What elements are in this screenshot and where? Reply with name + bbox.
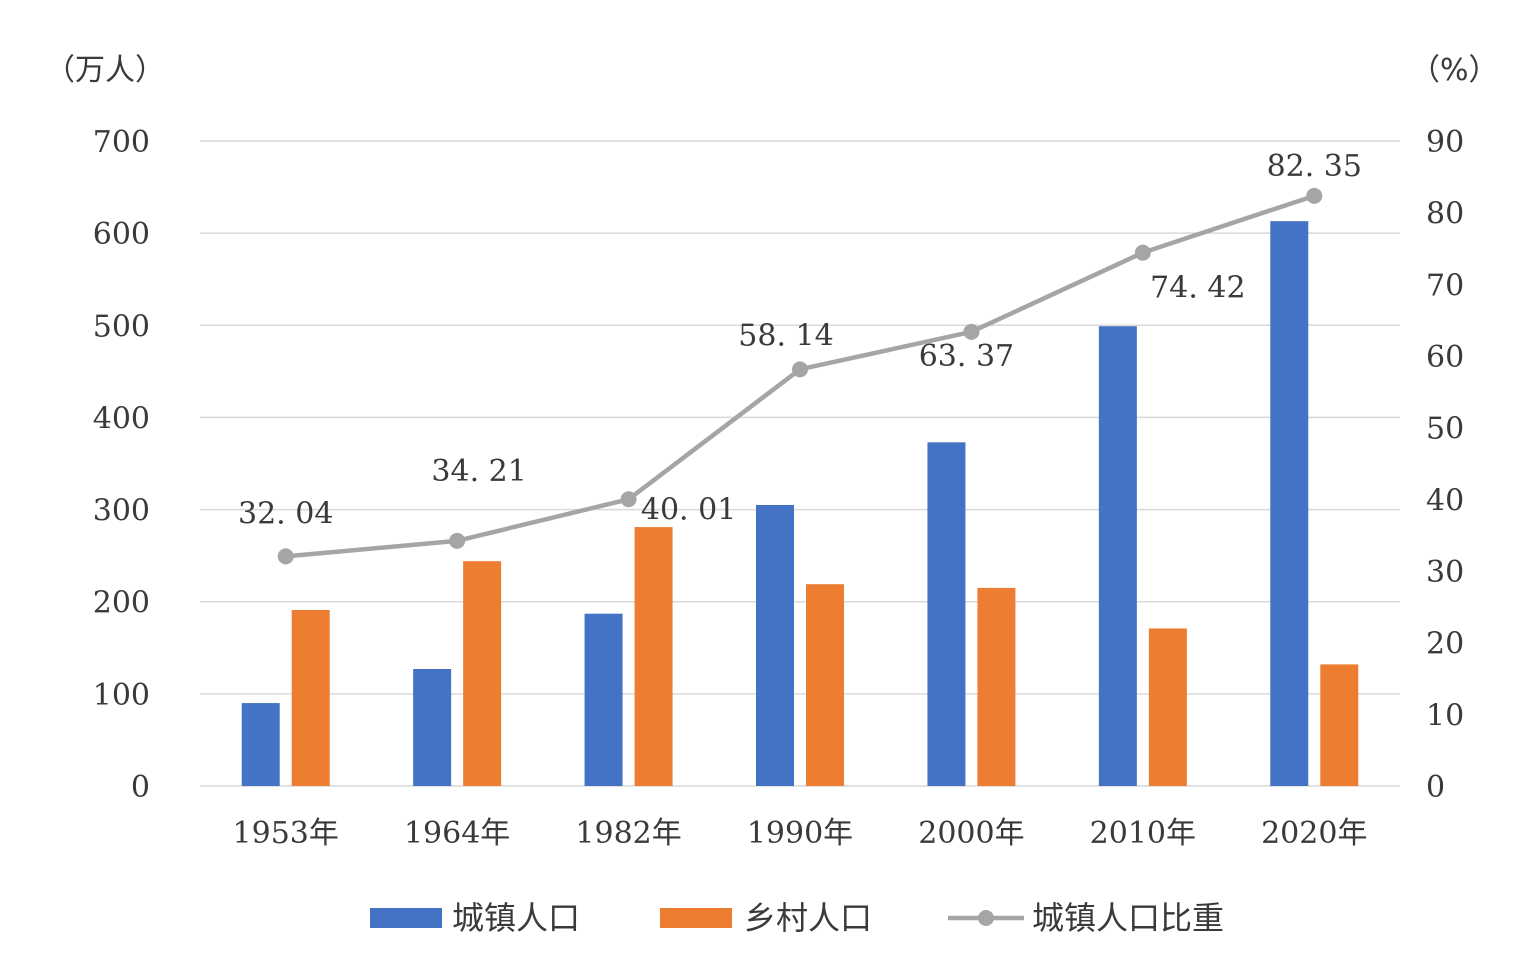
- y-left-tick-label: 300: [93, 494, 150, 529]
- bar-urban: [413, 668, 452, 786]
- bar-urban: [241, 703, 280, 786]
- ratio-point: [963, 323, 980, 340]
- y-right-tick-label: 50: [1426, 412, 1464, 447]
- bar-rural: [977, 587, 1016, 786]
- x-tick-label: 2020年: [1261, 816, 1367, 851]
- y-right-tick-label: 70: [1426, 268, 1464, 303]
- y-right-tick-label: 80: [1426, 197, 1464, 232]
- bar-rural: [634, 527, 673, 786]
- y-left-tick-label: 0: [131, 770, 150, 805]
- x-tick-label: 1990年: [747, 816, 853, 851]
- bar-rural: [1320, 664, 1359, 786]
- legend-label-rural: 乡村人口: [744, 899, 872, 937]
- ratio-data-label: 82. 35: [1267, 149, 1362, 184]
- y-right-tick-label: 60: [1426, 340, 1464, 375]
- ratio-point: [449, 532, 466, 549]
- legend-marker-ratio: [978, 910, 994, 926]
- ratio-point: [1134, 244, 1151, 261]
- y-right-tick-label: 0: [1426, 770, 1445, 805]
- bar-urban: [927, 442, 966, 786]
- bar-urban: [756, 504, 794, 786]
- ratio-data-label: 74. 42: [1150, 271, 1245, 306]
- ratio-point: [277, 548, 294, 565]
- bar-rural: [806, 584, 844, 786]
- y-left-unit: （万人）: [45, 53, 165, 88]
- x-tick-label: 1964年: [404, 816, 510, 851]
- y-right-unit: （%）: [1410, 53, 1499, 88]
- y-right-tick-label: 40: [1426, 483, 1464, 518]
- x-tick-label: 1953年: [233, 816, 339, 851]
- ratio-data-label: 58. 14: [738, 318, 833, 353]
- legend-label-urban: 城镇人口: [452, 899, 580, 937]
- bar-rural: [1148, 628, 1187, 786]
- ratio-data-label: 34. 21: [431, 454, 526, 489]
- ratio-data-label: 40. 01: [641, 492, 736, 527]
- y-left-tick-label: 200: [93, 586, 150, 621]
- y-left-tick-label: 700: [93, 125, 150, 160]
- legend-swatch-rural: [660, 908, 732, 928]
- bar-urban: [584, 613, 623, 786]
- legend-label-ratio: 城镇人口比重: [1032, 899, 1224, 937]
- ratio-data-label: 32. 04: [238, 496, 333, 531]
- ratio-data-label: 63. 37: [919, 339, 1014, 374]
- bar-rural: [291, 610, 330, 786]
- y-left-tick-label: 100: [93, 678, 150, 713]
- legend-swatch-urban: [370, 908, 442, 928]
- bar-urban: [1270, 221, 1309, 786]
- ratio-point: [620, 491, 637, 508]
- y-right-tick-label: 90: [1426, 125, 1464, 160]
- y-left-tick-label: 400: [93, 401, 150, 436]
- y-right-tick-label: 30: [1426, 555, 1464, 590]
- y-right-tick-label: 20: [1426, 627, 1464, 662]
- y-left-tick-label: 600: [93, 217, 150, 252]
- y-right-tick-label: 10: [1426, 698, 1464, 733]
- x-tick-label: 2000年: [918, 816, 1024, 851]
- ratio-point: [792, 361, 808, 378]
- x-tick-label: 2010年: [1090, 816, 1196, 851]
- bar-rural: [463, 561, 502, 786]
- ratio-point: [1306, 187, 1323, 204]
- x-tick-label: 1982年: [575, 816, 681, 851]
- bar-urban: [1098, 326, 1137, 786]
- y-left-tick-label: 500: [93, 309, 150, 344]
